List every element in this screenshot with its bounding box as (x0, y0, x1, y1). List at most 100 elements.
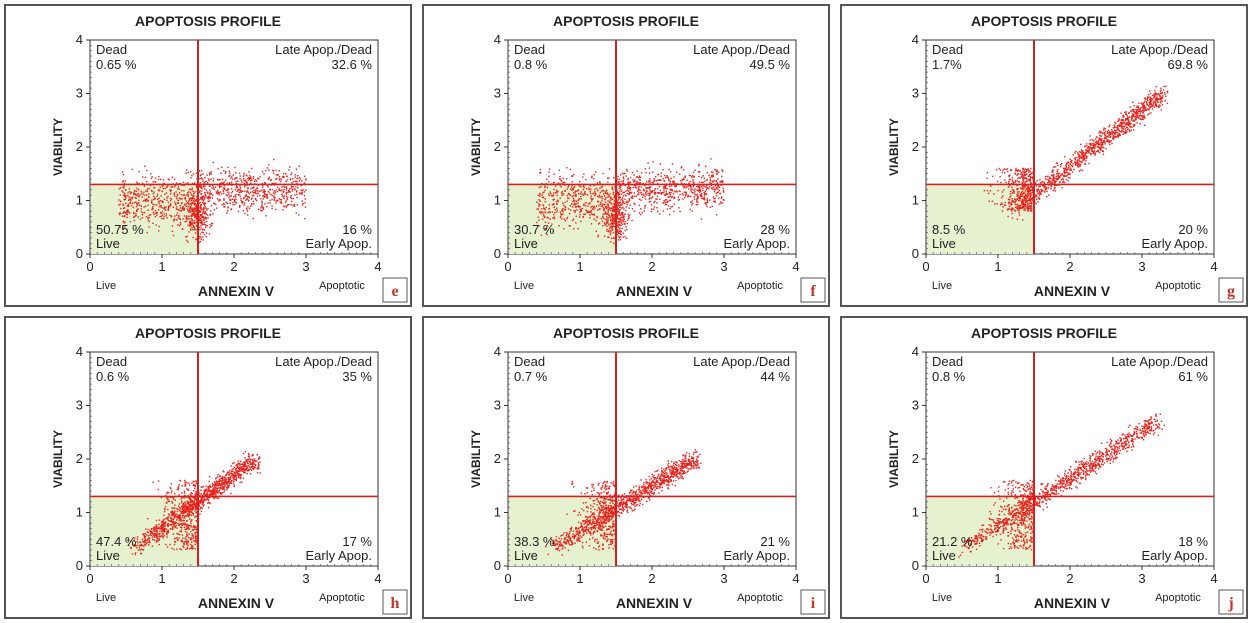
event-dot (193, 499, 196, 502)
event-dot (1063, 181, 1066, 184)
event-dot (664, 203, 667, 206)
event-dot (247, 191, 249, 194)
event-dot (279, 201, 281, 204)
event-dot (548, 204, 551, 206)
event-dot (192, 173, 195, 175)
event-dot (184, 203, 186, 206)
event-dot (1066, 169, 1068, 171)
event-dot (234, 178, 236, 180)
event-dot (243, 174, 245, 176)
event-dot (1056, 170, 1058, 173)
event-dot (136, 190, 138, 192)
event-dot (991, 200, 994, 202)
event-dot (1030, 193, 1032, 196)
event-dot (213, 188, 215, 190)
x-tick-label: 1 (576, 259, 583, 274)
event-dot (1056, 162, 1059, 164)
event-dot (1133, 105, 1135, 107)
event-dot (209, 189, 211, 191)
event-dot (642, 193, 644, 195)
event-dot (642, 189, 644, 191)
event-dot (573, 186, 576, 188)
event-dot (618, 204, 620, 207)
event-dot (643, 210, 646, 212)
event-dot (624, 220, 626, 223)
event-dot (1053, 173, 1055, 176)
event-dot (613, 214, 615, 216)
event-dot (625, 194, 627, 197)
event-dot (662, 168, 664, 171)
event-dot (1030, 205, 1032, 208)
event-dot (193, 204, 196, 206)
event-dot (281, 186, 283, 188)
event-dot (187, 528, 189, 530)
event-dot (125, 213, 128, 215)
event-dot (1127, 120, 1130, 123)
event-dot (1070, 168, 1072, 170)
event-dot (1134, 111, 1137, 113)
event-dot (1113, 129, 1116, 131)
event-dot (186, 235, 188, 238)
event-dot (669, 171, 672, 173)
event-dot (683, 178, 685, 181)
event-dot (659, 163, 662, 165)
event-dot (243, 172, 245, 175)
event-dot (669, 185, 671, 187)
event-dot (536, 201, 538, 203)
event-dot (203, 221, 206, 224)
event-dot (1040, 181, 1043, 183)
event-dot (623, 202, 626, 205)
event-dot (628, 207, 630, 209)
event-dot (196, 528, 198, 530)
event-dot (1116, 134, 1119, 137)
y-tick-label: 3 (912, 86, 919, 101)
event-dot (136, 209, 138, 211)
event-dot (689, 185, 692, 187)
event-dot (1126, 118, 1128, 120)
event-dot (248, 456, 251, 458)
event-dot (189, 225, 192, 227)
event-dot (607, 177, 610, 179)
event-dot (181, 209, 183, 211)
event-dot (712, 200, 715, 203)
event-dot (282, 191, 284, 193)
event-dot (624, 198, 626, 201)
event-dot (627, 201, 629, 204)
event-dot (671, 205, 674, 208)
event-dot (605, 190, 607, 193)
event-dot (557, 200, 559, 203)
event-dot (1002, 206, 1004, 208)
event-dot (1053, 179, 1055, 182)
event-dot (206, 197, 208, 199)
event-dot (1087, 147, 1089, 149)
event-dot (144, 205, 147, 208)
event-dot (249, 179, 252, 182)
event-dot (1029, 189, 1031, 192)
event-dot (611, 214, 613, 216)
event-dot (167, 531, 169, 533)
event-dot (651, 196, 654, 198)
event-dot (997, 189, 999, 192)
event-dot (1121, 122, 1124, 125)
event-dot (194, 547, 196, 550)
event-dot (289, 191, 291, 193)
event-dot (1025, 197, 1027, 200)
event-dot (278, 189, 281, 191)
event-dot (1078, 155, 1080, 157)
event-dot (609, 196, 612, 199)
event-dot (652, 182, 654, 184)
event-dot (652, 161, 654, 163)
event-dot (1017, 207, 1020, 209)
event-dot (603, 203, 606, 206)
event-dot (610, 227, 612, 229)
event-dot (1043, 185, 1045, 188)
event-dot (668, 191, 671, 194)
event-dot (138, 188, 140, 191)
event-dot (1026, 191, 1029, 193)
event-dot (650, 204, 653, 206)
event-dot (1104, 143, 1106, 145)
event-dot (193, 222, 195, 224)
event-dot (194, 210, 196, 213)
event-dot (205, 194, 207, 197)
event-dot (1031, 191, 1034, 194)
